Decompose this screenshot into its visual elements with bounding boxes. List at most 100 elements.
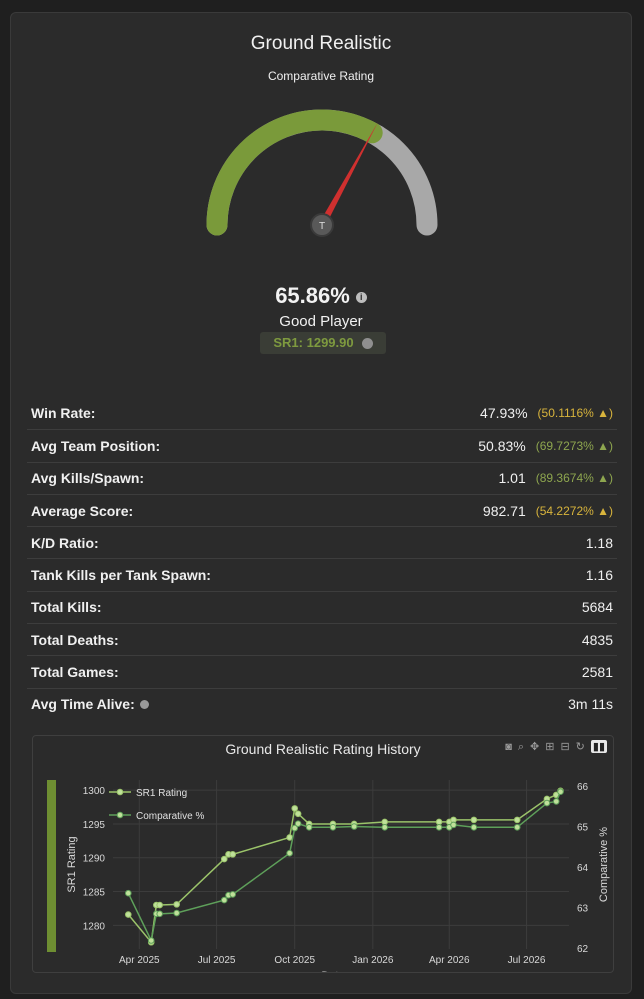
data-point [381, 824, 389, 831]
stat-value-text: 47.93% [480, 405, 528, 422]
pan-icon[interactable]: ✥ [530, 741, 546, 753]
comparative-percent: 65.86% i [11, 283, 631, 309]
data-point [156, 901, 164, 909]
legend-swatch-point [116, 811, 124, 819]
y-tick-label: 1295 [83, 820, 106, 831]
stat-comparison: (50.1116% ▲) [537, 406, 613, 421]
gauge-hub-icon: T [319, 221, 325, 232]
stat-comparison: (69.7273% ▲) [535, 438, 613, 453]
stat-label: Total Deaths: [31, 632, 119, 648]
stat-value-text: 5684 [581, 599, 613, 616]
y-axis-title: SR1 Rating [66, 836, 78, 892]
stat-value: 47.93% (50.1116% ▲) [480, 405, 613, 421]
stat-label-text: Win Rate: [31, 405, 96, 422]
data-point [156, 910, 164, 918]
y-tick-label: 1290 [83, 854, 106, 865]
data-point [435, 824, 443, 831]
stat-row: K/D Ratio: 1.18 [27, 526, 617, 558]
stat-row: Avg Team Position: 50.83% (69.7273% ▲) [27, 429, 617, 461]
data-point [229, 851, 237, 858]
stat-value-text: 1.01 [498, 470, 526, 487]
legend-label: Comparative % [136, 811, 204, 822]
sr-info-icon[interactable] [361, 338, 373, 350]
stat-row: Win Rate: 47.93% (50.1116% ▲) [27, 397, 617, 429]
x-tick-label: Apr 2025 [119, 955, 160, 966]
stat-value-text: 4835 [581, 631, 613, 648]
y2-tick-label: 65 [577, 822, 589, 833]
range-bar [47, 780, 56, 952]
stat-value: 3m 11s [568, 696, 613, 712]
data-point [173, 901, 180, 908]
gauge-needle [318, 122, 378, 227]
rating-history-chart: Ground Realistic Rating History ◙⌕✥⊞⊟↻ ▮▮… [32, 735, 614, 982]
y-tick-label: 1280 [83, 921, 106, 932]
gauge-fill [206, 109, 383, 236]
stat-row: Total Deaths: 4835 [27, 623, 617, 655]
data-point [229, 891, 237, 898]
stat-label-text: Average Score: [31, 502, 134, 519]
data-point [450, 821, 457, 829]
stat-value: 1.16 [586, 567, 613, 583]
stat-label-text: Avg Time Alive: [31, 696, 135, 713]
data-point [305, 824, 313, 831]
page-title: Ground Realistic [250, 33, 392, 54]
stat-comparison: (89.3674% ▲) [535, 471, 613, 486]
data-point [552, 798, 560, 805]
stat-label-text: Total Kills: [31, 599, 102, 616]
stat-label: Win Rate: [31, 405, 95, 421]
stat-label-text: Total Games: [31, 664, 119, 681]
stat-label: Avg Kills/Spawn: [31, 470, 144, 486]
data-point [329, 824, 337, 831]
y2-tick-label: 62 [577, 944, 589, 955]
stat-label: Tank Kills per Tank Spawn: [31, 567, 211, 583]
data-point [220, 855, 228, 863]
chart-plot[interactable]: Apr 2025 Jul 2025 Oct 2025 Jan 2026 Apr 2026… [33, 736, 613, 982]
reset-icon[interactable]: ↻ [575, 741, 591, 753]
data-point [286, 849, 293, 857]
x-tick-label: Apr 2026 [429, 955, 470, 966]
zoom-in-icon[interactable]: ⊞ [545, 741, 561, 753]
x-tick-label: Jul 2025 [198, 955, 236, 966]
x-tick-label: Jan 2026 [352, 955, 394, 966]
stat-row: Average Score: 982.71 (54.2272% ▲) [27, 493, 617, 526]
y2-tick-label: 64 [577, 863, 589, 874]
gauge-hub [310, 213, 334, 237]
stat-value-text: 2581 [581, 664, 613, 681]
stat-value: 1.01 (89.3674% ▲) [499, 470, 614, 486]
stats-card: Ground Realistic Comparative Rating T 65… [10, 12, 632, 994]
y-tick-label: 1300 [83, 786, 106, 797]
sr-badge: SR1: 1299.90 [260, 332, 386, 354]
data-point [147, 937, 155, 944]
y2-tick-label: 66 [577, 782, 589, 793]
info-icon[interactable]: i [355, 291, 367, 303]
rating-gauge: T [206, 109, 438, 237]
data-point [294, 820, 302, 827]
data-point [350, 823, 358, 830]
stat-value: 50.83% (69.7273% ▲) [478, 438, 613, 454]
stat-label-text: Tank Kills per Tank Spawn: [31, 567, 211, 584]
stat-label-text: K/D Ratio: [31, 534, 99, 551]
rank-label: Good Player [279, 313, 363, 330]
y-tick-label: 1285 [83, 888, 106, 899]
stat-row: Tank Kills per Tank Spawn: 1.16 [27, 558, 617, 590]
zoom-out-icon[interactable]: ⊟ [560, 741, 576, 753]
stat-value-text: 1.16 [585, 567, 613, 584]
data-point [291, 805, 299, 812]
info-icon[interactable] [139, 699, 149, 709]
y2-tick-label: 63 [577, 903, 589, 914]
stat-label: Avg Team Position: [31, 438, 160, 454]
stat-comparison: (54.2272% ▲) [535, 503, 613, 518]
stat-label-text: Avg Team Position: [31, 437, 161, 454]
gauge-title: Comparative Rating [267, 69, 375, 83]
stat-label: Total Games: [31, 664, 119, 680]
stat-row: Avg Time Alive: 3m 11s [27, 687, 617, 720]
percent-value: 65.86% [275, 283, 350, 308]
plotly-logo-icon[interactable]: ▮▮ [590, 740, 607, 753]
camera-icon[interactable]: ◙ [505, 741, 518, 753]
sr-value: SR1: 1299.90 [273, 335, 354, 350]
stat-value: 1.18 [586, 535, 613, 551]
stat-value: 4835 [582, 632, 613, 648]
zoom-icon[interactable]: ⌕ [517, 741, 531, 753]
stat-label-text: Avg Kills/Spawn: [31, 470, 145, 487]
stat-value-text: 1.18 [585, 534, 613, 551]
